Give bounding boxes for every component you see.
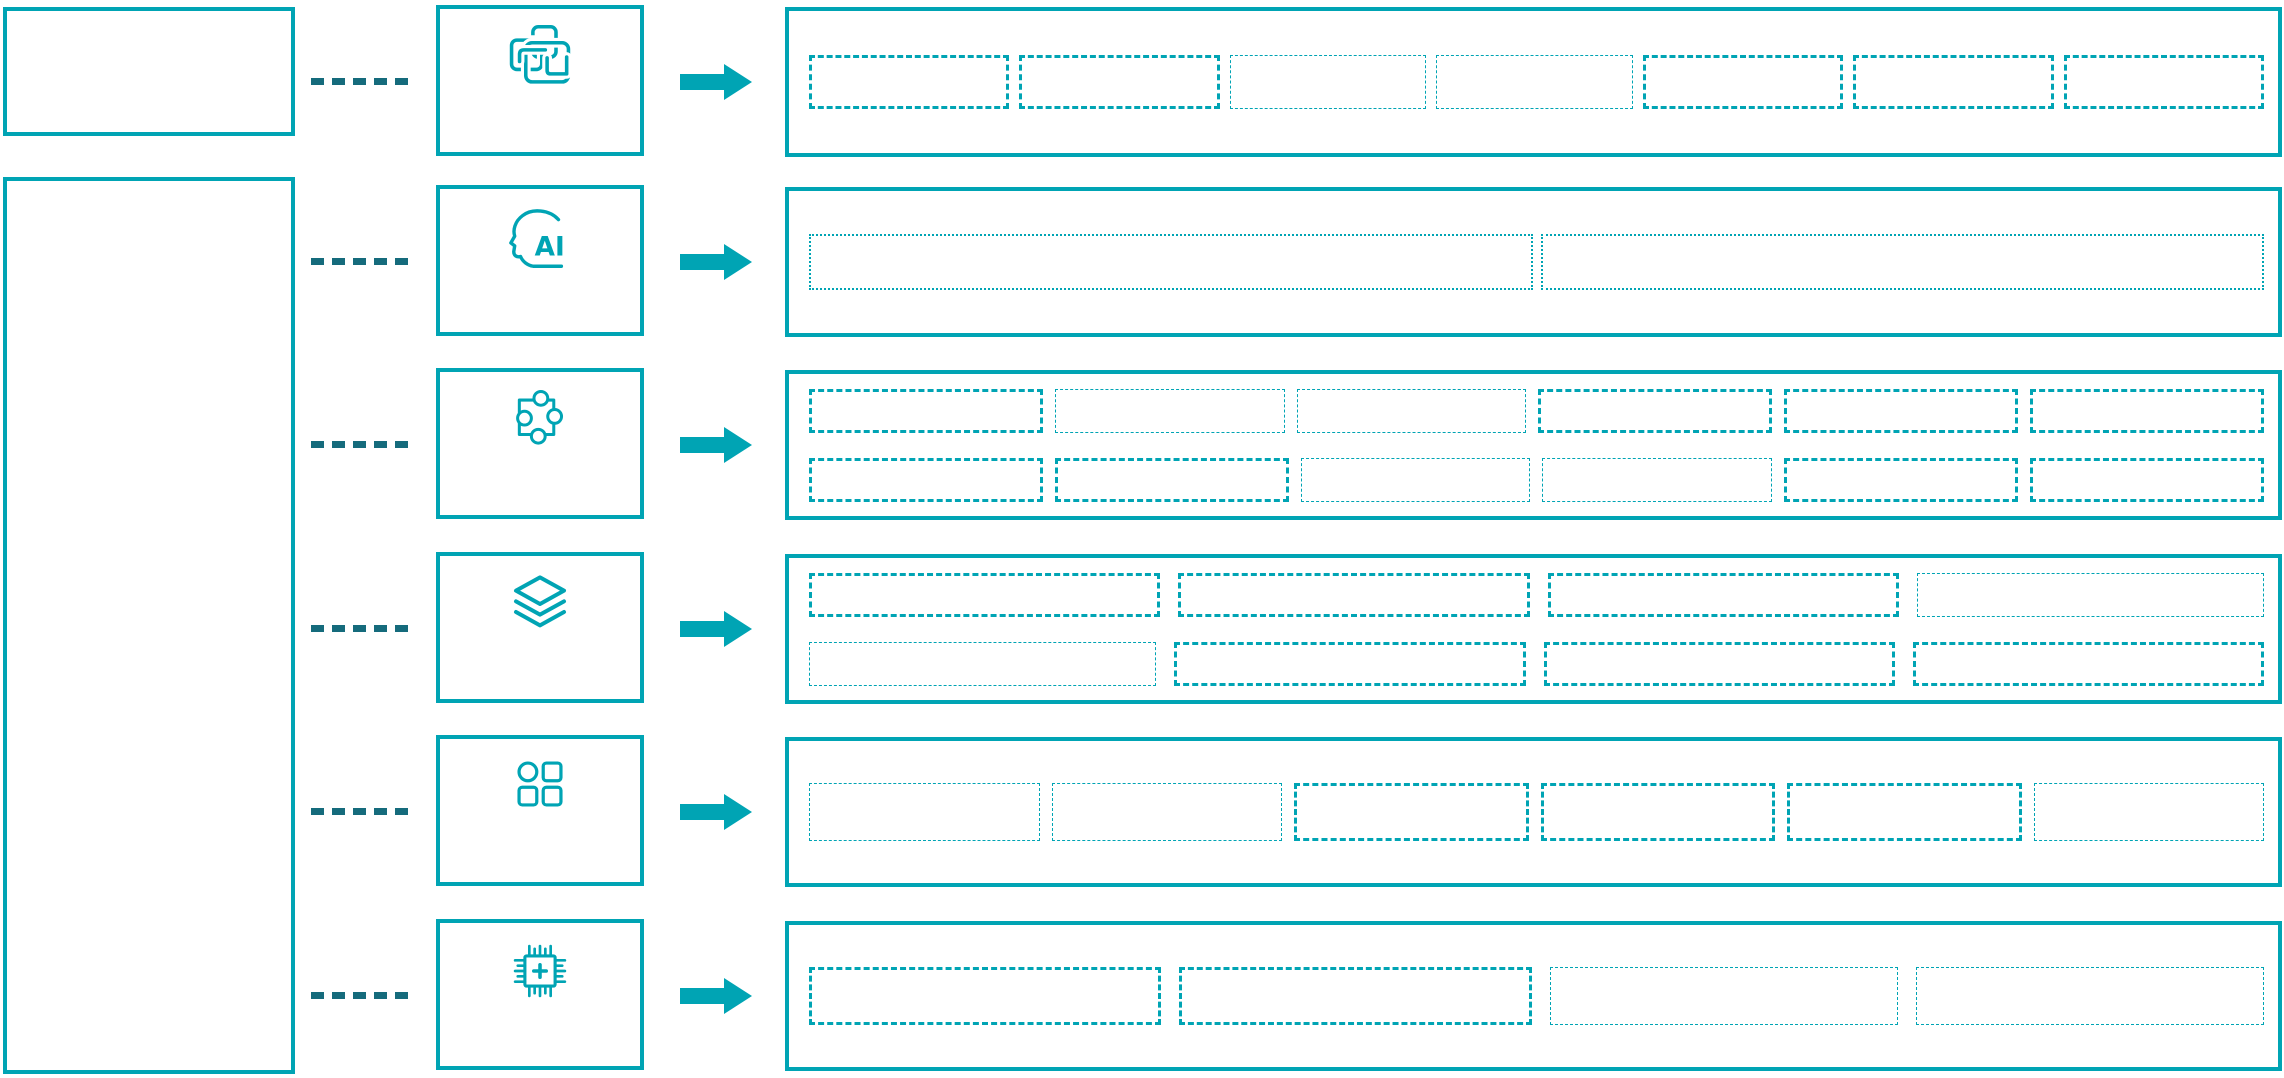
placeholder-box	[1436, 55, 1633, 109]
arrow-right-icon	[680, 241, 754, 283]
placeholder-grid	[809, 191, 2264, 333]
placeholder-box	[1547, 572, 1899, 617]
left-top-box	[3, 7, 295, 136]
icon-box	[436, 552, 644, 703]
placeholder-row	[809, 457, 2264, 502]
placeholder-box	[1853, 55, 2054, 109]
placeholder-box	[1784, 388, 2019, 433]
placeholder-box	[2030, 457, 2264, 502]
chip-icon	[508, 944, 572, 1007]
placeholder-box	[1787, 783, 2022, 841]
layers-icon	[508, 575, 572, 640]
arrow-right-icon	[680, 61, 754, 103]
placeholder-box	[1054, 457, 1289, 502]
dashed-connector-line	[311, 441, 409, 448]
dashed-connector-line	[311, 625, 409, 632]
overlapping-windows-icon	[506, 24, 574, 93]
placeholder-box	[1296, 388, 1527, 433]
placeholder-grid	[809, 741, 2264, 883]
placeholder-box	[2030, 388, 2264, 433]
placeholder-grid	[809, 925, 2264, 1067]
placeholder-box	[1915, 967, 2264, 1025]
placeholder-box	[809, 55, 1010, 109]
icon-box	[436, 735, 644, 886]
placeholder-box	[1543, 641, 1895, 686]
placeholder-box	[809, 783, 1040, 841]
placeholder-row	[809, 572, 2264, 617]
dashed-connector-line	[311, 258, 409, 265]
arrow-right-icon	[680, 424, 754, 466]
placeholder-box	[1051, 783, 1282, 841]
placeholder-box	[809, 234, 1533, 290]
placeholder-box	[809, 967, 1162, 1025]
dashed-connector-line	[311, 992, 409, 999]
content-panel	[785, 370, 2282, 520]
placeholder-box	[1542, 457, 1773, 502]
placeholder-row	[809, 783, 2264, 841]
placeholder-box	[1540, 783, 1775, 841]
placeholder-box	[1916, 572, 2264, 617]
arrow-right-icon	[680, 975, 754, 1017]
placeholder-grid	[809, 558, 2264, 700]
placeholder-box	[1179, 967, 1532, 1025]
icon-box	[436, 919, 644, 1070]
arrow-right-icon	[680, 608, 754, 650]
placeholder-box	[1174, 641, 1526, 686]
placeholder-box	[1912, 641, 2264, 686]
placeholder-box	[1178, 572, 1530, 617]
content-panel	[785, 554, 2282, 704]
placeholder-grid	[809, 11, 2264, 153]
placeholder-row	[809, 234, 2264, 290]
placeholder-box	[1549, 967, 1898, 1025]
placeholder-box	[1019, 55, 1220, 109]
icon-box	[436, 5, 644, 156]
icon-box: AI	[436, 185, 644, 336]
placeholder-box	[1784, 457, 2019, 502]
placeholder-box	[1294, 783, 1529, 841]
placeholder-box	[1229, 55, 1427, 109]
placeholder-box	[1300, 457, 1531, 502]
content-panel	[785, 921, 2282, 1071]
ai-head-icon: AI	[505, 209, 575, 279]
content-panel	[785, 187, 2282, 337]
puzzle-piece-icon	[509, 389, 571, 454]
placeholder-grid	[809, 374, 2264, 516]
app-grid-icon	[511, 761, 569, 817]
dashed-connector-line	[311, 808, 409, 815]
placeholder-box	[2063, 55, 2264, 109]
placeholder-box	[809, 641, 1157, 686]
svg-text:AI: AI	[535, 233, 565, 263]
content-panel	[785, 737, 2282, 887]
placeholder-box	[1642, 55, 1844, 109]
placeholder-box	[809, 572, 1161, 617]
icon-box	[436, 368, 644, 519]
dashed-connector-line	[311, 78, 409, 85]
placeholder-row	[809, 967, 2264, 1025]
placeholder-row	[809, 641, 2264, 686]
arrow-right-icon	[680, 791, 754, 833]
placeholder-box	[1054, 388, 1285, 433]
placeholder-box	[809, 457, 1043, 502]
placeholder-box	[1540, 234, 2264, 290]
placeholder-box	[809, 388, 1043, 433]
content-panel	[785, 7, 2282, 157]
left-tall-box	[3, 177, 295, 1074]
placeholder-row	[809, 388, 2264, 433]
placeholder-box	[1538, 388, 1773, 433]
placeholder-box	[2033, 783, 2264, 841]
placeholder-row	[809, 55, 2264, 109]
